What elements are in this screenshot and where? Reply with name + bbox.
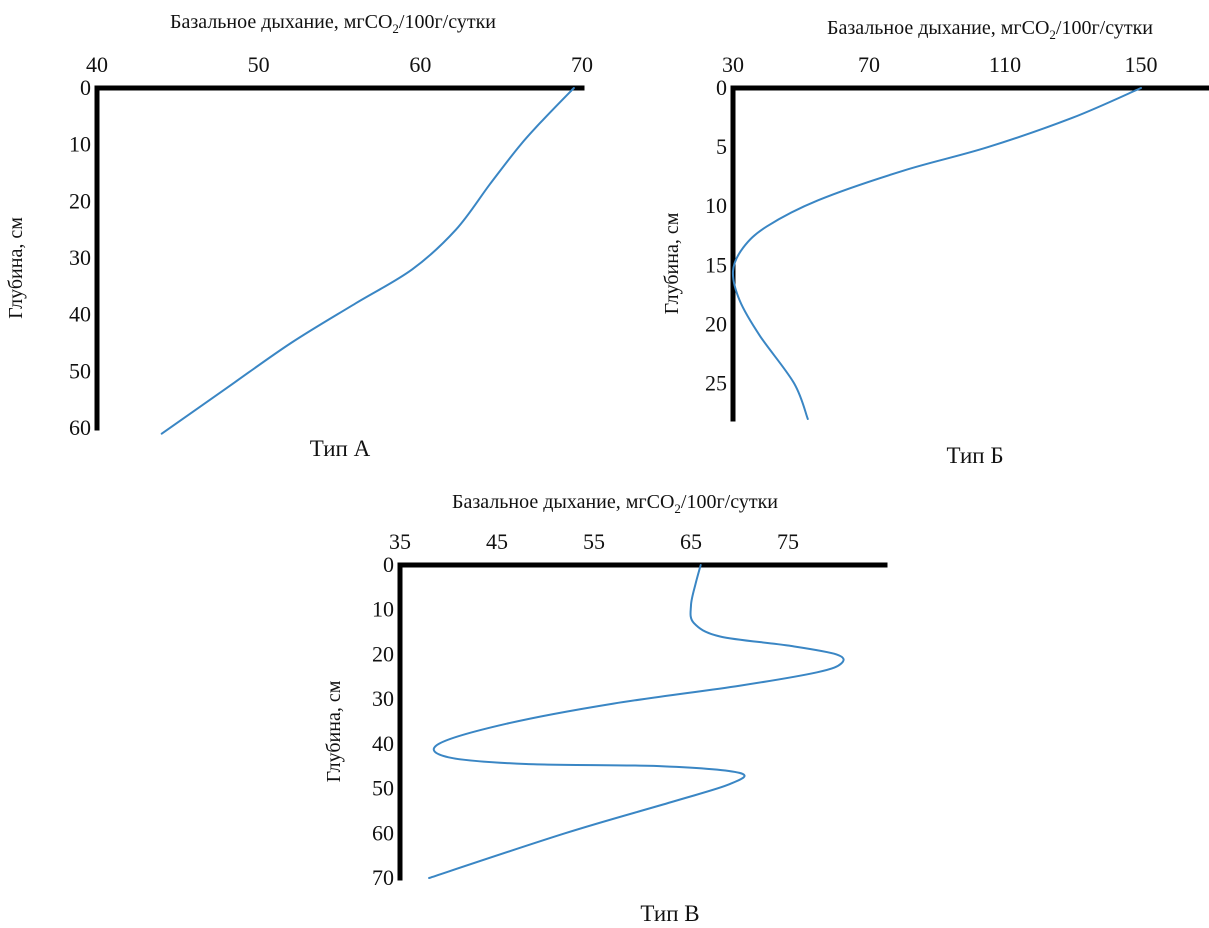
y-tick-label: 50 [69,358,91,383]
x-axis-title-units: /100г/сутки [399,11,496,33]
series-line [160,87,575,435]
y-tick-label: 20 [372,641,394,666]
y-tick-label: 25 [705,371,727,396]
panel-label: Тип А [310,436,371,461]
y-tick-label: 20 [69,188,91,213]
x-tick-label: 60 [409,52,431,77]
x-axis-title-units: /100г/сутки [1056,17,1153,39]
y-tick-label: 30 [372,686,394,711]
x-tick-label: 50 [248,52,270,77]
series-line [428,564,845,879]
x-axis-title-units: /100г/сутки [681,491,778,513]
x-tick-label: 75 [777,529,799,554]
x-tick-label: 30 [722,52,744,77]
y-tick-label: 20 [705,311,727,336]
y-tick-label: 0 [716,75,727,100]
x-tick-label: 35 [389,529,411,554]
chart-panel-2: Базальное дыхание, мгCO2/100г/сутки 30 70 1… [661,17,1209,468]
y-tick-label: 5 [716,134,727,159]
series-line [731,87,1142,420]
y-tick-label: 10 [705,193,727,218]
y-tick-label: 10 [372,597,394,622]
chart-panel-1: Базальное дыхание, мгCO2/100г/сутки 40 50 6… [5,11,593,461]
x-axis-title: Базальное дыхание, мгCO2/100г/сутки [827,17,1153,42]
x-axis-title-main: Базальное дыхание, мгCO [827,17,1049,39]
y-tick-label: 70 [372,865,394,890]
x-tick-label: 65 [680,529,702,554]
y-tick-label: 10 [69,132,91,157]
chart-panel-3: Базальное дыхание, мгCO2/100г/сутки 35 45 5… [323,491,888,926]
y-axis-title: Глубина, см [5,217,27,319]
panel-label: Тип В [640,901,699,926]
y-axis-title: Глубина, см [661,212,683,314]
x-tick-label: 150 [1125,52,1158,77]
y-tick-label: 30 [69,245,91,270]
x-axis-title-subscript: 2 [1049,27,1056,42]
x-tick-label: 70 [858,52,880,77]
y-tick-label: 0 [80,75,91,100]
y-tick-label: 15 [705,252,727,277]
x-tick-label: 70 [571,52,593,77]
y-tick-label: 40 [372,731,394,756]
x-axis-title: Базальное дыхание, мгCO2/100г/сутки [452,491,778,516]
x-axis-title-main: Базальное дыхание, мгCO [452,491,674,513]
x-axis-title: Базальное дыхание, мгCO2/100г/сутки [170,11,496,36]
y-tick-label: 40 [69,302,91,327]
x-tick-label: 55 [583,529,605,554]
y-tick-label: 50 [372,776,394,801]
y-tick-label: 0 [383,552,394,577]
y-tick-label: 60 [69,415,91,440]
panel-label: Тип Б [946,443,1003,468]
x-axis-title-main: Базальное дыхание, мгCO [170,11,392,33]
x-tick-label: 110 [989,52,1021,77]
x-axis-title-subscript: 2 [392,21,399,36]
y-tick-label: 60 [372,820,394,845]
x-tick-label: 40 [86,52,108,77]
y-axis-title: Глубина, см [323,680,345,782]
x-axis-title-subscript: 2 [674,501,681,516]
x-tick-label: 45 [486,529,508,554]
